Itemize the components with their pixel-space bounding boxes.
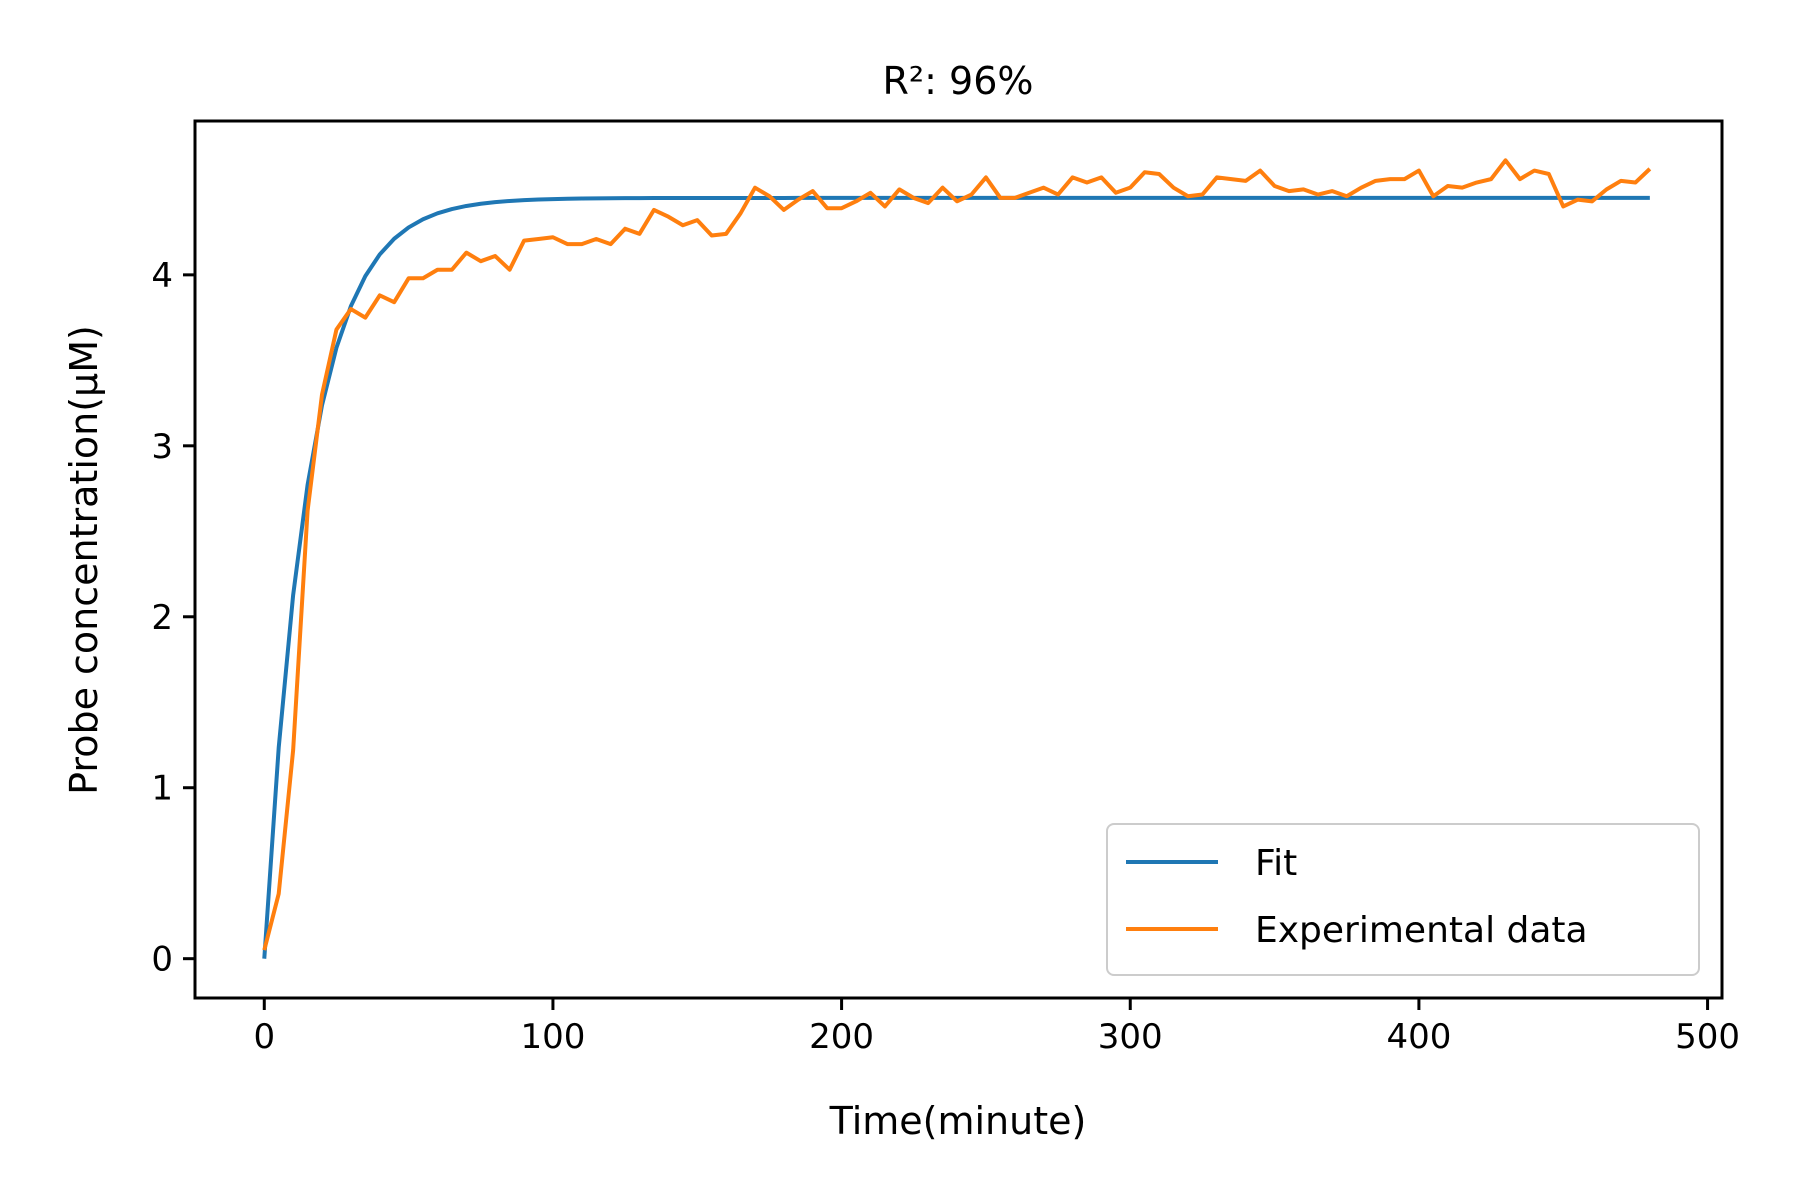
x-axis-ticks: 0 100 200 300 400 500 (253, 998, 1740, 1057)
y-tick-label: 2 (151, 598, 173, 638)
legend-label-fit: Fit (1255, 843, 1297, 884)
y-axis-label: Probe concentration(μM) (62, 325, 106, 795)
x-tick-label: 100 (520, 1017, 585, 1057)
series-line-fit (262, 195, 1650, 959)
x-tick-label: 300 (1098, 1017, 1163, 1057)
series-line-experimental-data (262, 158, 1652, 951)
y-tick-label: 3 (151, 427, 173, 467)
legend-label-experimental-data: Experimental data (1255, 910, 1588, 951)
y-tick-label: 1 (151, 769, 173, 809)
x-axis-label: Time(minute) (829, 1099, 1087, 1143)
axes-frame (193, 119, 1724, 1000)
y-tick-label: 0 (151, 940, 173, 980)
x-tick-label: 0 (253, 1017, 275, 1057)
y-tick-label: 4 (151, 256, 173, 296)
chart-title: R²: 96% (883, 59, 1034, 103)
legend: Fit Experimental data (1106, 823, 1700, 976)
x-tick-label: 200 (809, 1017, 874, 1057)
x-tick-label: 400 (1386, 1017, 1451, 1057)
y-axis-ticks: 0 1 2 3 4 (151, 256, 195, 980)
x-tick-label: 500 (1675, 1017, 1740, 1057)
series-layer (262, 158, 1652, 959)
legend-frame (1106, 823, 1700, 976)
